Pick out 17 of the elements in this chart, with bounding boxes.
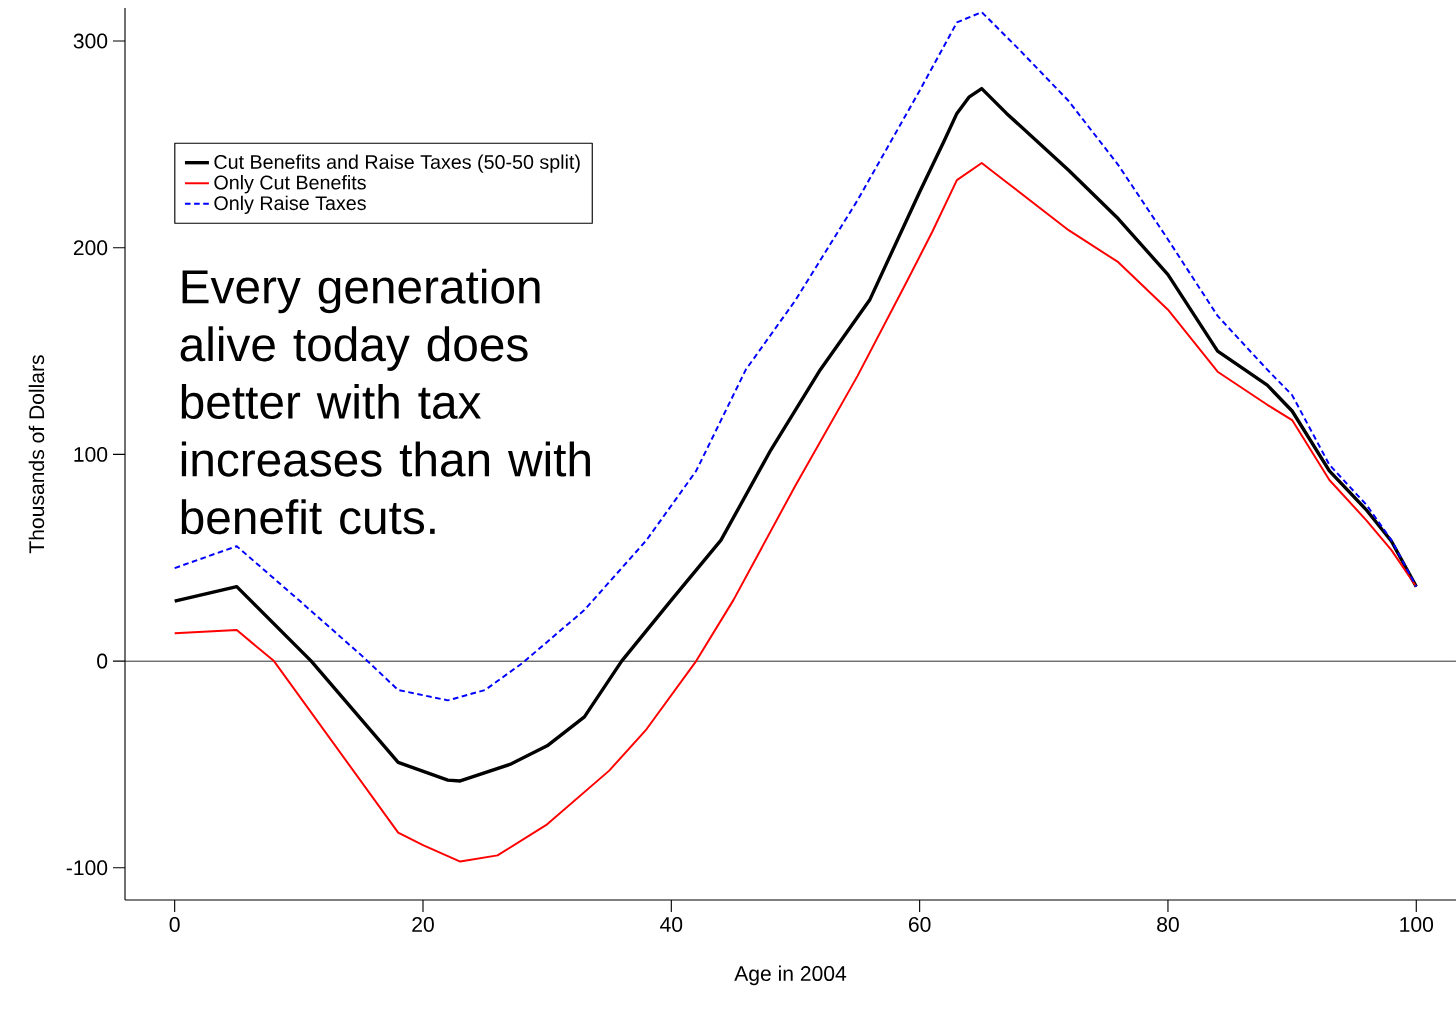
y-tick-label: -100 [66, 860, 108, 876]
legend-label: Cut Benefits and Raise Taxes (50-50 split) [214, 154, 580, 173]
annotation: Every generation alive today does better with tax increases than with benefit cuts. [180, 268, 590, 535]
y-tick-label: 100 [74, 446, 108, 462]
x-tick-label: 80 [1157, 916, 1179, 932]
y-tick-label: 0 [97, 653, 108, 669]
x-tick-label: 0 [169, 916, 180, 932]
y-axis-title: Thousands of Dollars [28, 355, 45, 554]
y-tick-label: 300 [73, 33, 108, 49]
x-tick-label: 100 [1400, 916, 1434, 932]
x-tick-label: 60 [908, 916, 931, 932]
legend-label: Only Raise Taxes [214, 195, 366, 215]
y-tick-label: 200 [73, 240, 108, 256]
x-axis-title: Age in 2004 [734, 965, 847, 986]
x-tick-label: 40 [660, 916, 683, 932]
legend-label: Only Cut Benefits [214, 175, 366, 194]
x-tick-label: 20 [412, 916, 434, 932]
